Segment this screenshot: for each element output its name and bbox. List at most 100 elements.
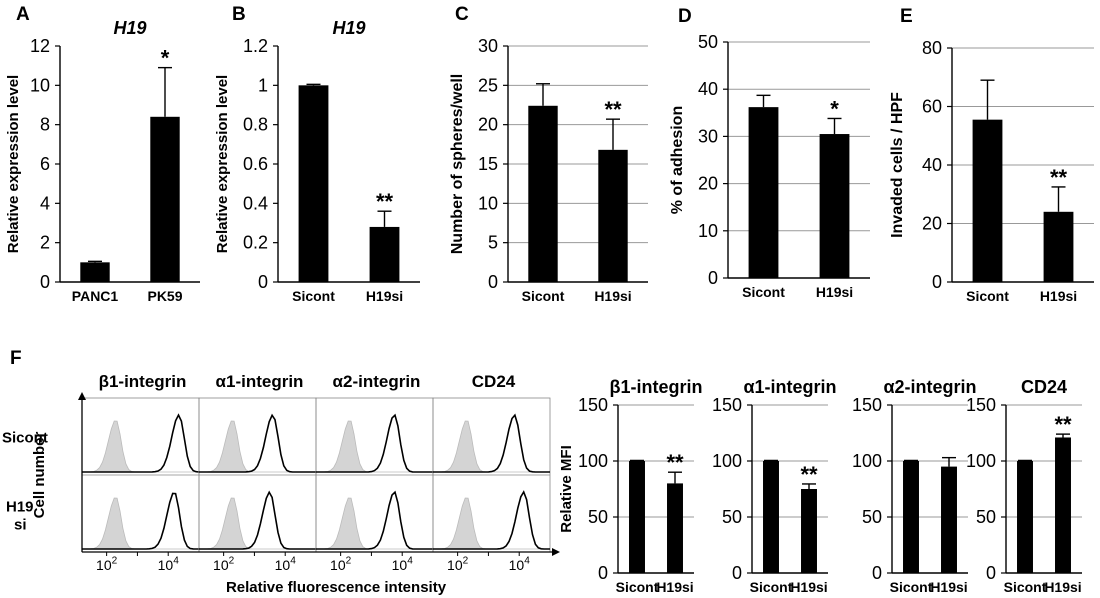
y-tick-label: 0: [258, 272, 268, 292]
y-tick-label: 0.6: [243, 154, 268, 174]
x-tick-label: 102: [447, 556, 469, 573]
y-tick-label: 0: [932, 272, 942, 292]
control-histogram: [316, 497, 433, 550]
chart-f1: 0 50 100 150 Sicont ** H19si β1-integrin Relativ…: [558, 377, 703, 595]
panel-letter-b: B: [232, 4, 246, 25]
x-tick-label: 102: [96, 556, 118, 573]
flow-y-arrow: [78, 392, 86, 400]
y-tick-label: 50: [698, 32, 718, 52]
bar-sicont: [1017, 461, 1033, 573]
y-tick-label: 1: [258, 75, 268, 95]
y-tick-label: 0: [872, 563, 882, 583]
control-histogram: [433, 420, 550, 473]
flow-title: CD24: [472, 372, 516, 391]
category-label: H19si: [594, 288, 631, 304]
panel-letter-e: E: [900, 6, 913, 27]
chart-title: β1-integrin: [610, 377, 703, 397]
category-label: Sicont: [966, 288, 1009, 304]
bar-panc1: [80, 262, 110, 282]
flow-y-axis-label: Cell number: [31, 431, 48, 518]
y-tick-label: 50: [722, 507, 742, 527]
y-tick-label: 50: [862, 507, 882, 527]
y-tick-label: 0: [40, 272, 50, 292]
category-label: H19si: [790, 579, 827, 595]
y-tick-label: 150: [578, 395, 608, 415]
bar-h19si: [941, 466, 957, 573]
sample-histogram: [316, 413, 433, 473]
category-label: Sicont: [522, 288, 565, 304]
y-tick-label: 10: [698, 221, 718, 241]
y-tick-label: 4: [40, 193, 50, 213]
y-tick-label: 100: [712, 451, 742, 471]
sample-histogram: [82, 413, 200, 473]
significance-marker: **: [604, 97, 622, 122]
y-tick-label: 0: [732, 563, 742, 583]
x-tick-label: 104: [392, 556, 414, 573]
y-tick-label: 100: [852, 451, 882, 471]
category-label: H19si: [816, 284, 853, 300]
flow-title: α2-integrin: [333, 372, 421, 391]
y-tick-label: 5: [488, 233, 498, 253]
y-tick-label: 50: [588, 507, 608, 527]
chart-title: α2-integrin: [883, 377, 976, 397]
category-label: PK59: [147, 288, 182, 304]
significance-marker: **: [800, 462, 818, 487]
bar-sicont: [972, 119, 1003, 282]
y-axis-label: Number of spheres/well: [449, 74, 466, 255]
chart-d: 0 10 20 30 40 50 Sicont * H19si % of adhesion: [669, 32, 870, 300]
control-histogram: [433, 497, 550, 550]
y-tick-label: 0: [488, 272, 498, 292]
y-tick-label: 6: [40, 154, 50, 174]
y-tick-label: 150: [966, 395, 996, 415]
y-tick-label: 20: [478, 115, 498, 135]
category-label: Sicont: [292, 288, 335, 304]
category-label: Sicont: [616, 579, 659, 595]
chart-c: 0 5 10 15 20 25 30 Sicont ** H19si Number of spher…: [449, 36, 648, 304]
row-label-h19si-line1: H19: [6, 499, 34, 516]
chart-title: H19: [332, 18, 365, 38]
bar-sicont: [903, 461, 919, 573]
panel-letter-a: A: [16, 4, 30, 25]
sample-histogram: [199, 413, 316, 473]
control-histogram: [316, 420, 433, 473]
category-label: H19si: [1044, 579, 1081, 595]
significance-marker: *: [161, 46, 170, 71]
row-label-h19si-line2: si: [14, 517, 27, 534]
y-tick-label: 20: [698, 174, 718, 194]
significance-marker: **: [1050, 165, 1068, 190]
y-tick-label: 100: [578, 451, 608, 471]
x-tick-label: 104: [158, 556, 180, 573]
bar-h19si: [801, 489, 817, 573]
category-label: Sicont: [1004, 579, 1047, 595]
y-tick-label: 25: [478, 75, 498, 95]
category-label: H19si: [930, 579, 967, 595]
significance-marker: **: [376, 189, 394, 214]
x-tick-label: 102: [330, 556, 352, 573]
y-tick-label: 100: [966, 451, 996, 471]
y-tick-label: 0.2: [243, 233, 268, 253]
bar-sicont: [528, 105, 558, 282]
y-tick-label: 40: [698, 79, 718, 99]
flow-title: β1-integrin: [99, 372, 187, 391]
bar-h19si: [819, 134, 850, 278]
y-tick-label: 10: [478, 193, 498, 213]
control-histogram: [82, 420, 199, 473]
chart-title: α1-integrin: [743, 377, 836, 397]
y-axis-label: Invaded cells / HPF: [889, 92, 906, 238]
bar-sicont: [763, 461, 779, 573]
category-label: H19si: [366, 288, 403, 304]
bar-h19si: [1043, 211, 1074, 282]
y-tick-label: 0: [986, 563, 996, 583]
bar-h19si: [1055, 437, 1071, 573]
bar-pk59: [150, 116, 180, 282]
y-tick-label: 0.4: [243, 193, 268, 213]
y-tick-label: 150: [712, 395, 742, 415]
sample-histogram: [316, 490, 433, 550]
flow-histograms: β1-integrin α1-integrin α2-integrin CD24 Sic…: [2, 372, 560, 596]
y-tick-label: 8: [40, 115, 50, 135]
chart-title: H19: [113, 18, 146, 38]
y-axis-label: Relative expression level: [214, 75, 231, 253]
flow-x-axis-label: Relative fluorescence intensity: [226, 579, 447, 596]
chart-a: 0 2 4 6 8 10 12 PANC1 * PK59 H19 Relative expressio…: [5, 18, 200, 304]
